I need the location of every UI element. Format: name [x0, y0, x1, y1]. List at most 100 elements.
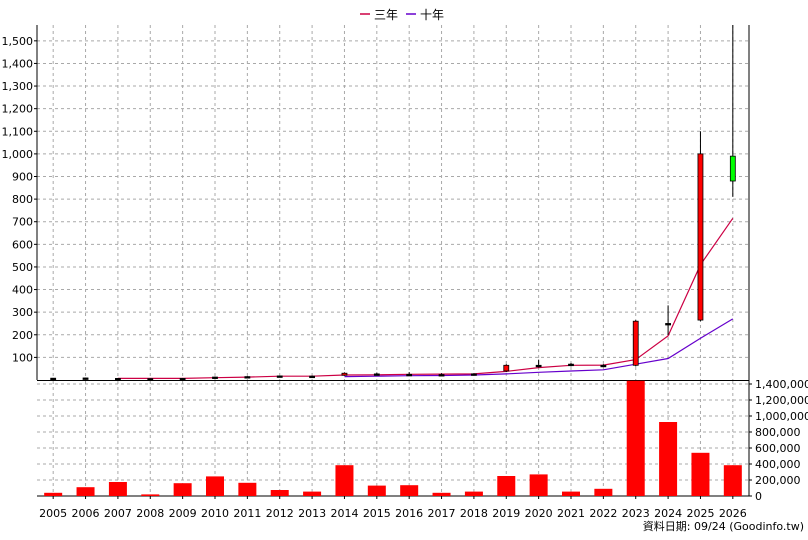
legend-label: 三年 [374, 8, 398, 22]
x-tick-label: 2020 [525, 507, 553, 520]
price-tick-label: 1,000 [2, 148, 34, 161]
volume-bar [206, 476, 224, 496]
x-tick-label: 2022 [589, 507, 617, 520]
volume-bar [173, 483, 192, 496]
price-tick-label: 400 [12, 284, 33, 297]
volume-bar [594, 488, 613, 496]
moving-average-lines [117, 217, 734, 379]
candle-body [665, 323, 671, 326]
x-tick-label: 2005 [39, 507, 67, 520]
volume-bar [432, 492, 451, 496]
volume-bar [76, 487, 95, 496]
price-tick-label: 1,500 [2, 35, 34, 48]
volume-bar [44, 492, 63, 496]
candle-body [309, 375, 315, 379]
volume-axis-ticks: 0 200,000 400,000 600,000 800,000 1,000,000 1,… [749, 378, 808, 503]
x-tick-label: 2016 [395, 507, 423, 520]
volume-bar [335, 465, 354, 496]
candle-body [50, 377, 57, 381]
x-tick-label: 2018 [460, 507, 488, 520]
candle-body [535, 364, 542, 368]
volume-bar [626, 380, 645, 496]
volume-bar [562, 491, 580, 496]
candle-body [373, 373, 380, 376]
candle-body [276, 375, 283, 378]
x-tick-label: 2026 [719, 507, 747, 520]
volume-bars [44, 380, 742, 496]
price-tick-label: 1,100 [2, 125, 34, 138]
x-tick-label: 2024 [654, 507, 682, 520]
price-tick-label: 900 [12, 170, 33, 183]
volume-bar [141, 494, 160, 496]
x-tick-label: 2015 [363, 507, 391, 520]
candle-body [471, 373, 477, 376]
volume-bar [108, 482, 127, 496]
volume-bar [691, 452, 710, 496]
price-tick-label: 600 [12, 238, 33, 251]
volume-tick-label: 200,000 [755, 474, 801, 487]
x-axis-ticks: 2005 2006 2007 2008 2009 2010 2011 2012 2013 2014… [39, 496, 747, 520]
candle-body [632, 320, 639, 366]
price-grid [37, 25, 749, 380]
volume-bar [723, 465, 742, 496]
x-tick-label: 2010 [201, 507, 229, 520]
price-tick-label: 500 [12, 261, 33, 274]
x-tick-label: 2023 [622, 507, 650, 520]
legend-label: 十年 [420, 8, 444, 22]
data-date-footer: 資料日期: 09/24 (Goodinfo.tw) [642, 520, 804, 533]
x-tick-label: 2019 [492, 507, 520, 520]
volume-tick-label: 800,000 [755, 426, 801, 439]
volume-bar [400, 485, 419, 496]
x-tick-label: 2009 [169, 507, 197, 520]
x-tick-label: 2007 [104, 507, 132, 520]
x-tick-label: 2008 [136, 507, 164, 520]
x-tick-label: 2025 [686, 507, 714, 520]
candle-body [729, 155, 736, 182]
candle-body [697, 153, 704, 321]
price-axis-ticks: 100 200 300 400 500 600 700 800 900 1,000 1,100 1,2… [2, 35, 37, 364]
x-tick-label: 2013 [298, 507, 326, 520]
price-tick-label: 300 [12, 306, 33, 319]
candle-body [244, 376, 251, 379]
candle-body [600, 364, 607, 368]
volume-bar [659, 422, 678, 496]
candle-body [115, 378, 121, 381]
candle-body [568, 363, 574, 367]
x-tick-label: 2011 [233, 507, 261, 520]
candle-body [82, 377, 89, 380]
price-tick-label: 200 [12, 329, 33, 342]
price-tick-label: 800 [12, 193, 33, 206]
x-tick-label: 2014 [330, 507, 358, 520]
candle-body [147, 378, 154, 381]
volume-bar [238, 482, 257, 496]
volume-bar [529, 474, 548, 496]
volume-bar [367, 485, 386, 496]
price-tick-label: 700 [12, 216, 33, 229]
volume-tick-label: 1,200,000 [755, 394, 808, 407]
candle-body [341, 372, 348, 376]
candle-body [503, 364, 510, 372]
x-tick-label: 2012 [266, 507, 294, 520]
x-tick-label: 2006 [72, 507, 100, 520]
volume-bar [497, 476, 516, 496]
volume-bar [464, 491, 483, 496]
volume-tick-label: 1,400,000 [755, 378, 808, 391]
candlesticks [50, 25, 736, 381]
price-tick-label: 1,200 [2, 103, 34, 116]
volume-tick-label: 400,000 [755, 458, 801, 471]
candle-body [212, 376, 218, 379]
volume-bar [270, 490, 289, 496]
volume-tick-label: 0 [755, 490, 762, 503]
candle-body [438, 374, 445, 377]
x-tick-label: 2017 [428, 507, 456, 520]
legend: 三年 十年 [360, 8, 444, 22]
volume-tick-label: 1,000,000 [755, 410, 808, 423]
candle-body [179, 378, 186, 381]
volume-tick-label: 600,000 [755, 442, 801, 455]
price-tick-label: 100 [12, 351, 33, 364]
volume-bar [303, 491, 322, 496]
price-tick-label: 1,300 [2, 80, 34, 93]
candle-body [406, 373, 413, 377]
ma3-line [117, 217, 734, 379]
